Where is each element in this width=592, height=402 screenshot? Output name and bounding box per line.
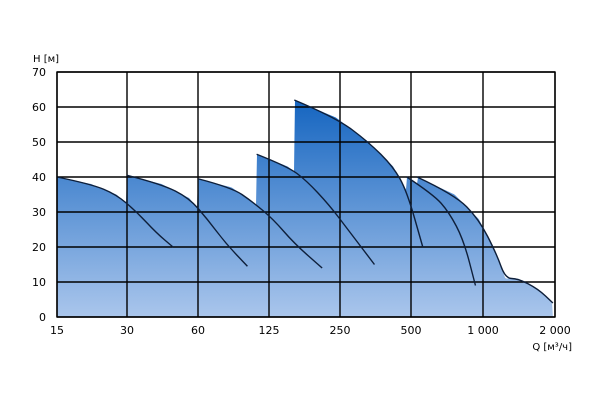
- y-tick-label: 60: [32, 101, 46, 114]
- pump-curve-5: [294, 99, 424, 248]
- pump-curve-7: [416, 176, 554, 304]
- pump-curve-2: [126, 174, 248, 267]
- x-tick-label: 500: [401, 324, 422, 337]
- y-tick-label: 30: [32, 206, 46, 219]
- pump-curve-1: [56, 176, 174, 248]
- envelope-area: [57, 100, 553, 317]
- x-tick-label: 1 000: [467, 324, 499, 337]
- y-tick-label: 40: [32, 171, 46, 184]
- pump-curve-6: [406, 176, 477, 286]
- tick-labels: 0 10 20 30 40 50 60 70 15 30 60 125 250 500 1 000 2 000: [32, 66, 571, 337]
- y-tick-label: 20: [32, 241, 46, 254]
- grid: [56, 71, 556, 318]
- x-tick-label: 15: [50, 324, 64, 337]
- y-tick-label: 70: [32, 66, 46, 79]
- x-axis-title: Q [м³/ч]: [532, 342, 572, 353]
- x-tick-label: 250: [330, 324, 351, 337]
- y-tick-label: 0: [39, 311, 46, 324]
- x-tick-label: 30: [120, 324, 134, 337]
- pump-curve-3: [197, 178, 323, 269]
- y-axis-title: H [м]: [33, 54, 59, 65]
- plot-frame: [56, 71, 556, 318]
- y-tick-label: 50: [32, 136, 46, 149]
- pump-curve-4: [256, 153, 376, 265]
- curves: [56, 99, 554, 304]
- x-tick-label: 60: [191, 324, 205, 337]
- y-tick-label: 10: [32, 276, 46, 289]
- x-tick-label: 2 000: [539, 324, 571, 337]
- x-tick-label: 125: [259, 324, 280, 337]
